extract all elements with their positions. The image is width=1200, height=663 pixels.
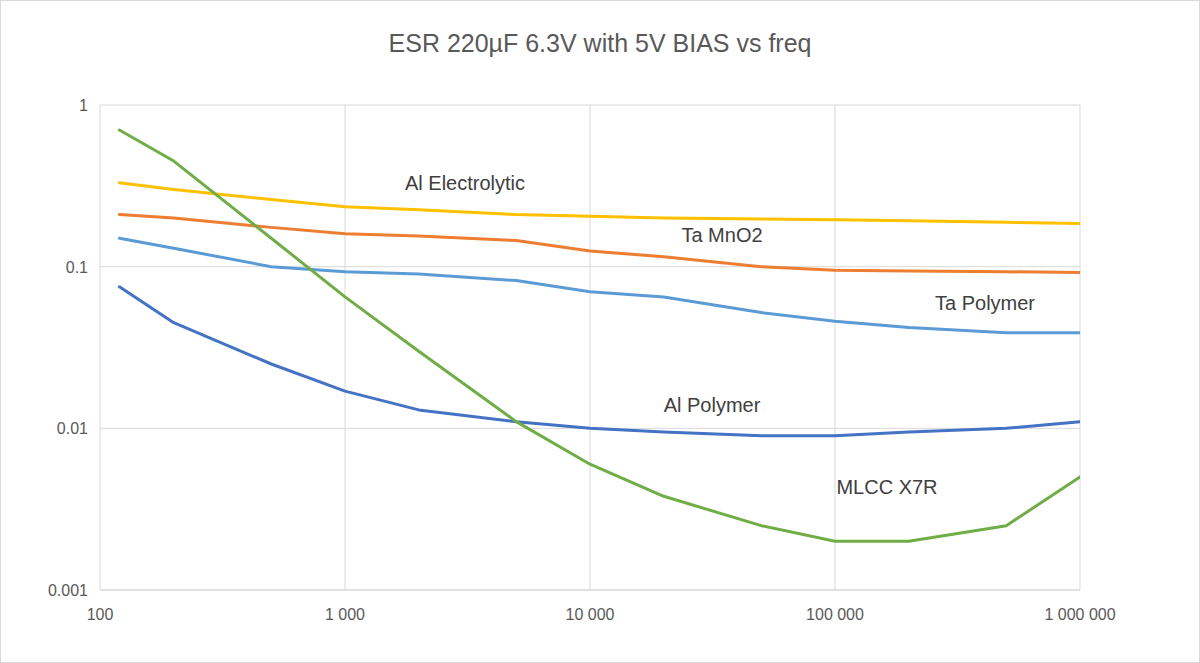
series-label: Al Electrolytic: [405, 172, 525, 194]
x-tick-label: 100 000: [806, 606, 864, 623]
x-tick-label: 10 000: [566, 606, 615, 623]
series-line: [119, 183, 1080, 224]
y-tick-label: 1: [79, 97, 88, 114]
x-tick-label: 1 000 000: [1044, 606, 1115, 623]
x-axis-line: [100, 590, 1080, 591]
y-tick-label: 0.1: [66, 259, 88, 276]
y-tick-label: 0.001: [48, 582, 88, 599]
x-grid-line: [100, 105, 101, 590]
title: ESR 220µF 6.3V with 5V BIAS vs freq: [389, 29, 812, 57]
chart-border: [1, 1, 1200, 663]
x-grid-line: [1080, 105, 1081, 590]
series-line: [119, 287, 1080, 436]
series-line: [119, 238, 1080, 333]
x-grid-line: [590, 105, 591, 590]
plot-area: [119, 130, 1080, 541]
series-label: Al Polymer: [664, 394, 761, 416]
series-label: Ta Polymer: [935, 292, 1035, 314]
x-tick-label: 100: [87, 606, 114, 623]
x-tick-label: 1 000: [325, 606, 365, 623]
series-line: [119, 130, 1080, 541]
x-grid-line: [835, 105, 836, 590]
series-label: Ta MnO2: [681, 224, 762, 246]
y-tick-label: 0.01: [57, 420, 88, 437]
grid: [100, 105, 1080, 590]
series-label: MLCC X7R: [836, 476, 937, 498]
chart: ESR 220µF 6.3V with 5V BIAS vs freq 0.001…: [0, 0, 1200, 663]
y-grid-line: [100, 590, 1080, 591]
x-grid-line: [345, 105, 346, 590]
